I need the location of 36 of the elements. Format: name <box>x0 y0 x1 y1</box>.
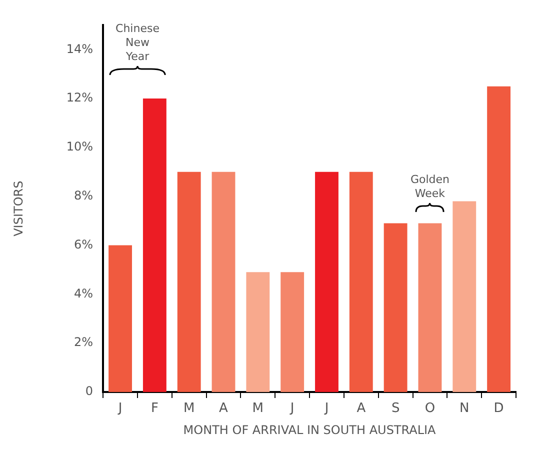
bar <box>142 98 166 392</box>
x-tick-label: J <box>117 401 122 416</box>
y-tick-label: 2% <box>74 335 94 350</box>
x-tick-label: F <box>150 401 158 416</box>
y-tick-label: 4% <box>74 286 94 300</box>
x-tick-label: J <box>289 401 294 416</box>
bar <box>418 223 442 392</box>
x-tick-label: D <box>494 401 504 416</box>
bar <box>177 172 201 392</box>
y-tick-label: 0 <box>85 384 94 398</box>
x-tick-label: O <box>424 401 436 416</box>
y-axis-title: VISITORS <box>11 180 26 236</box>
x-tick-label: S <box>391 401 400 416</box>
bar <box>487 86 511 392</box>
annotation: Golden Week <box>410 173 450 200</box>
y-tick-label: 8% <box>74 188 94 202</box>
x-tick-label: A <box>356 401 366 416</box>
x-axis-title: MONTH OF ARRIVAL IN SOUTH AUSTRALIA <box>183 422 437 437</box>
y-tick-label: 10% <box>66 140 94 154</box>
x-tick-label: M <box>252 401 264 416</box>
bar <box>280 272 304 392</box>
x-tick-label: N <box>460 401 470 416</box>
y-tick-label: 12% <box>66 90 94 105</box>
bar <box>315 172 338 392</box>
bar <box>384 223 408 392</box>
x-tick-label: M <box>183 401 195 416</box>
x-tick-label: J <box>324 401 329 416</box>
y-tick-label: 14% <box>66 42 94 56</box>
bar <box>349 172 373 392</box>
bar <box>212 172 236 392</box>
x-tick-label: A <box>219 401 228 416</box>
bar <box>452 201 476 392</box>
bar <box>108 245 132 392</box>
bar <box>246 272 270 392</box>
annotation: Chinese New Year <box>116 22 160 64</box>
y-tick-label: 6% <box>74 237 94 252</box>
